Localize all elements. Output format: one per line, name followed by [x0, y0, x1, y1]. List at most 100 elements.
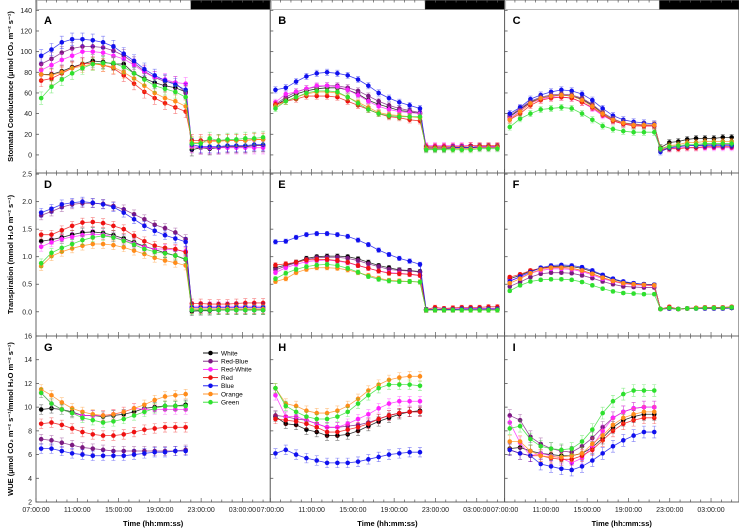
y-axis-label: Stomatal Conductance (μmol CO₂ m⁻² s⁻¹) — [6, 11, 15, 162]
data-point — [417, 279, 423, 285]
x-tick-label: 11:00:00 — [533, 507, 560, 514]
data-point — [538, 443, 544, 449]
plot-frame — [35, 335, 271, 503]
data-point — [142, 451, 147, 456]
data-point — [38, 95, 44, 101]
data-point — [386, 252, 392, 257]
data-point — [283, 270, 289, 276]
data-point — [693, 142, 699, 147]
data-point — [517, 276, 523, 282]
data-point — [417, 106, 423, 111]
data-point — [173, 98, 178, 104]
data-point — [397, 99, 402, 105]
data-point — [283, 265, 289, 271]
data-point — [407, 272, 412, 277]
data-point — [417, 374, 423, 379]
x-tick-label: 03:00:00 — [463, 507, 490, 514]
data-point — [80, 429, 85, 435]
x-tick-label: 03:00:00 — [229, 507, 256, 514]
data-point — [121, 64, 127, 70]
data-point — [131, 248, 137, 253]
data-point — [432, 147, 438, 153]
y-tick-label: 120 — [20, 28, 32, 35]
data-point — [386, 413, 392, 418]
x-axis-label: Time (hh:mm:ss) — [357, 519, 418, 528]
data-point — [569, 467, 574, 473]
data-point — [131, 429, 137, 435]
data-point — [173, 246, 178, 252]
data-point — [314, 71, 320, 76]
data-point — [397, 375, 402, 380]
data-point — [38, 436, 44, 442]
data-point — [641, 388, 647, 393]
panel-d: 0.0 0.5 1.0 1.5 2.0 2.5 D — [22, 172, 271, 337]
data-point — [80, 199, 85, 204]
data-point — [152, 73, 157, 78]
data-point — [376, 90, 381, 96]
data-point — [600, 111, 605, 116]
data-point — [142, 66, 147, 72]
x-tick-label: 03:00:00 — [697, 507, 724, 514]
data-point — [486, 146, 491, 152]
data-point — [111, 223, 116, 229]
data-point — [173, 230, 178, 235]
data-point — [590, 117, 595, 123]
data-point — [121, 210, 127, 215]
data-point — [59, 236, 65, 242]
data-point — [304, 421, 309, 427]
data-point — [100, 202, 106, 207]
data-point — [641, 122, 647, 128]
data-point — [590, 268, 595, 273]
data-point — [121, 51, 127, 57]
y-tick-label: 140 — [20, 8, 32, 15]
data-point — [216, 307, 221, 313]
data-point — [579, 97, 585, 103]
data-point — [345, 460, 351, 466]
data-point — [548, 106, 554, 111]
data-point — [366, 457, 371, 462]
data-point — [234, 137, 239, 142]
data-point — [620, 438, 626, 443]
panel-i: 07:00:00 11:00:00 15:00:00 19:00:00 23:00:00… — [491, 335, 739, 528]
data-point — [90, 219, 96, 225]
data-point — [517, 451, 523, 456]
data-point — [579, 91, 585, 97]
light-period-bar — [36, 0, 192, 10]
x-tick-label: 15:00:00 — [339, 507, 366, 514]
data-point — [355, 459, 361, 464]
data-point — [366, 421, 371, 427]
panel-h: 07:00:00 11:00:00 15:00:00 19:00:00 23:00:00… — [257, 335, 506, 528]
data-point — [407, 258, 412, 264]
data-point — [423, 307, 429, 313]
data-point — [207, 136, 213, 141]
series-green — [507, 276, 734, 312]
data-point — [90, 61, 96, 67]
data-point — [121, 245, 127, 250]
data-point — [355, 92, 361, 98]
data-point — [314, 257, 320, 262]
data-point — [376, 264, 381, 269]
panel-f: F — [504, 172, 739, 337]
data-point — [183, 263, 188, 268]
data-point — [225, 307, 230, 313]
data-point — [376, 98, 381, 104]
data-point — [152, 255, 157, 261]
data-point — [417, 383, 423, 389]
data-point — [283, 447, 289, 453]
y-tick-label: 12 — [24, 381, 32, 388]
data-point — [366, 265, 371, 271]
data-point — [293, 235, 299, 240]
data-point — [100, 60, 106, 66]
data-point — [610, 278, 616, 284]
data-point — [517, 423, 523, 429]
legend-label: Red — [221, 375, 233, 382]
data-point — [111, 44, 116, 49]
data-point — [507, 111, 513, 116]
data-point — [183, 448, 188, 454]
y-axis-label: Transpiration (mmol H₂O m⁻² s⁻¹) — [6, 194, 15, 314]
data-point — [651, 429, 657, 435]
data-point — [131, 452, 137, 457]
data-point — [386, 107, 392, 112]
data-point — [90, 432, 96, 437]
